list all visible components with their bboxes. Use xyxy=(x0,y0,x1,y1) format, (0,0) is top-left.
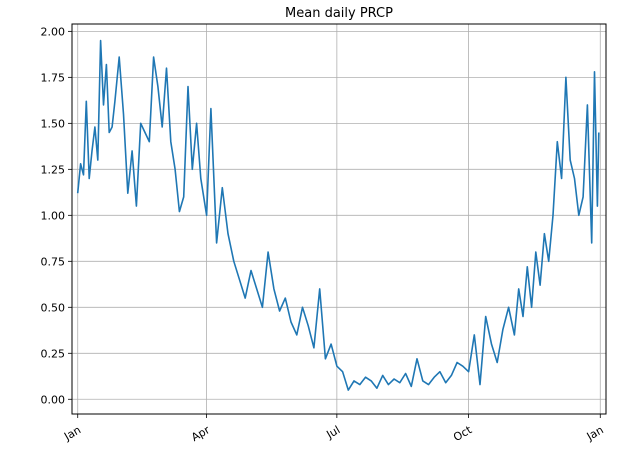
y-tick-label: 2.00 xyxy=(41,25,66,38)
series-layer xyxy=(76,39,600,391)
y-tick-label: 0.25 xyxy=(41,347,66,360)
y-tick-label: 0.00 xyxy=(41,393,66,406)
x-tick-label: Jan xyxy=(61,423,83,443)
y-tick-label: 0.75 xyxy=(41,255,66,268)
y-tick-label: 1.50 xyxy=(41,117,66,130)
y-tick-label: 1.00 xyxy=(41,209,66,222)
x-tick-label: Oct xyxy=(451,423,475,444)
x-tick-label: Jul xyxy=(323,423,342,441)
y-tick-label: 1.75 xyxy=(41,71,66,84)
x-tick-label: Apr xyxy=(189,423,212,444)
grid xyxy=(72,24,606,414)
chart-title: Mean daily PRCP xyxy=(285,6,393,21)
series-line xyxy=(76,39,600,391)
x-tick-label: Jan xyxy=(584,423,606,443)
y-tick-label: 1.25 xyxy=(41,163,66,176)
ticks: 0.00 0.25 0.50 0.75 1.00 1.25 1.50 1.75 2.00 Jan A… xyxy=(41,25,606,444)
y-tick-label: 0.50 xyxy=(41,301,66,314)
plot-frame xyxy=(71,23,607,415)
